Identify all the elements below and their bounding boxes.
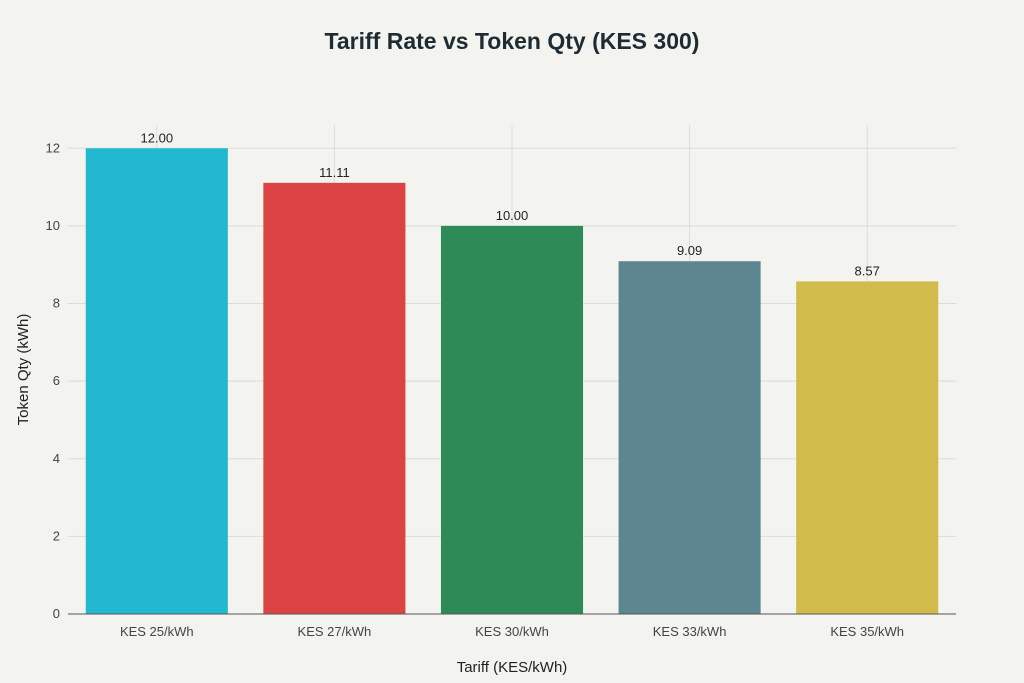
y-axis-title: Token Qty (kWh) bbox=[15, 314, 32, 426]
y-tick-label: 6 bbox=[53, 373, 60, 388]
x-tick-label: KES 30/kWh bbox=[475, 624, 549, 639]
bar-layer bbox=[85, 148, 939, 615]
x-tick-label: KES 25/kWh bbox=[120, 624, 194, 639]
bar-2 bbox=[263, 182, 406, 615]
y-tick-label: 8 bbox=[53, 296, 60, 311]
y-tick-label: 0 bbox=[53, 606, 60, 621]
data-label: 8.57 bbox=[855, 263, 880, 278]
y-tick-label: 12 bbox=[46, 140, 60, 155]
x-tick-label: KES 33/kWh bbox=[653, 624, 727, 639]
data-label: 12.00 bbox=[141, 130, 174, 145]
bar-4 bbox=[618, 261, 761, 614]
data-label: 9.09 bbox=[677, 243, 702, 258]
y-tick-label: 2 bbox=[53, 528, 60, 543]
label-layer: 0 2 4 6 8 10 12 12.00 KES 25/kWh 11.11 KES 27/kWh 1… bbox=[46, 130, 905, 639]
x-tick-label: KES 27/kWh bbox=[298, 624, 372, 639]
bar-5 bbox=[796, 281, 939, 614]
y-tick-label: 4 bbox=[53, 451, 60, 466]
bar-3 bbox=[440, 225, 584, 614]
x-tick-label: KES 35/kWh bbox=[830, 624, 904, 639]
data-label: 11.11 bbox=[319, 165, 350, 180]
x-axis-title: Tariff (KES/kWh) bbox=[457, 659, 568, 676]
bar-1 bbox=[85, 148, 228, 615]
chart-title: Tariff Rate vs Token Qty (KES 300) bbox=[324, 28, 700, 54]
y-tick-label: 10 bbox=[46, 218, 60, 233]
data-label: 10.00 bbox=[496, 208, 529, 223]
